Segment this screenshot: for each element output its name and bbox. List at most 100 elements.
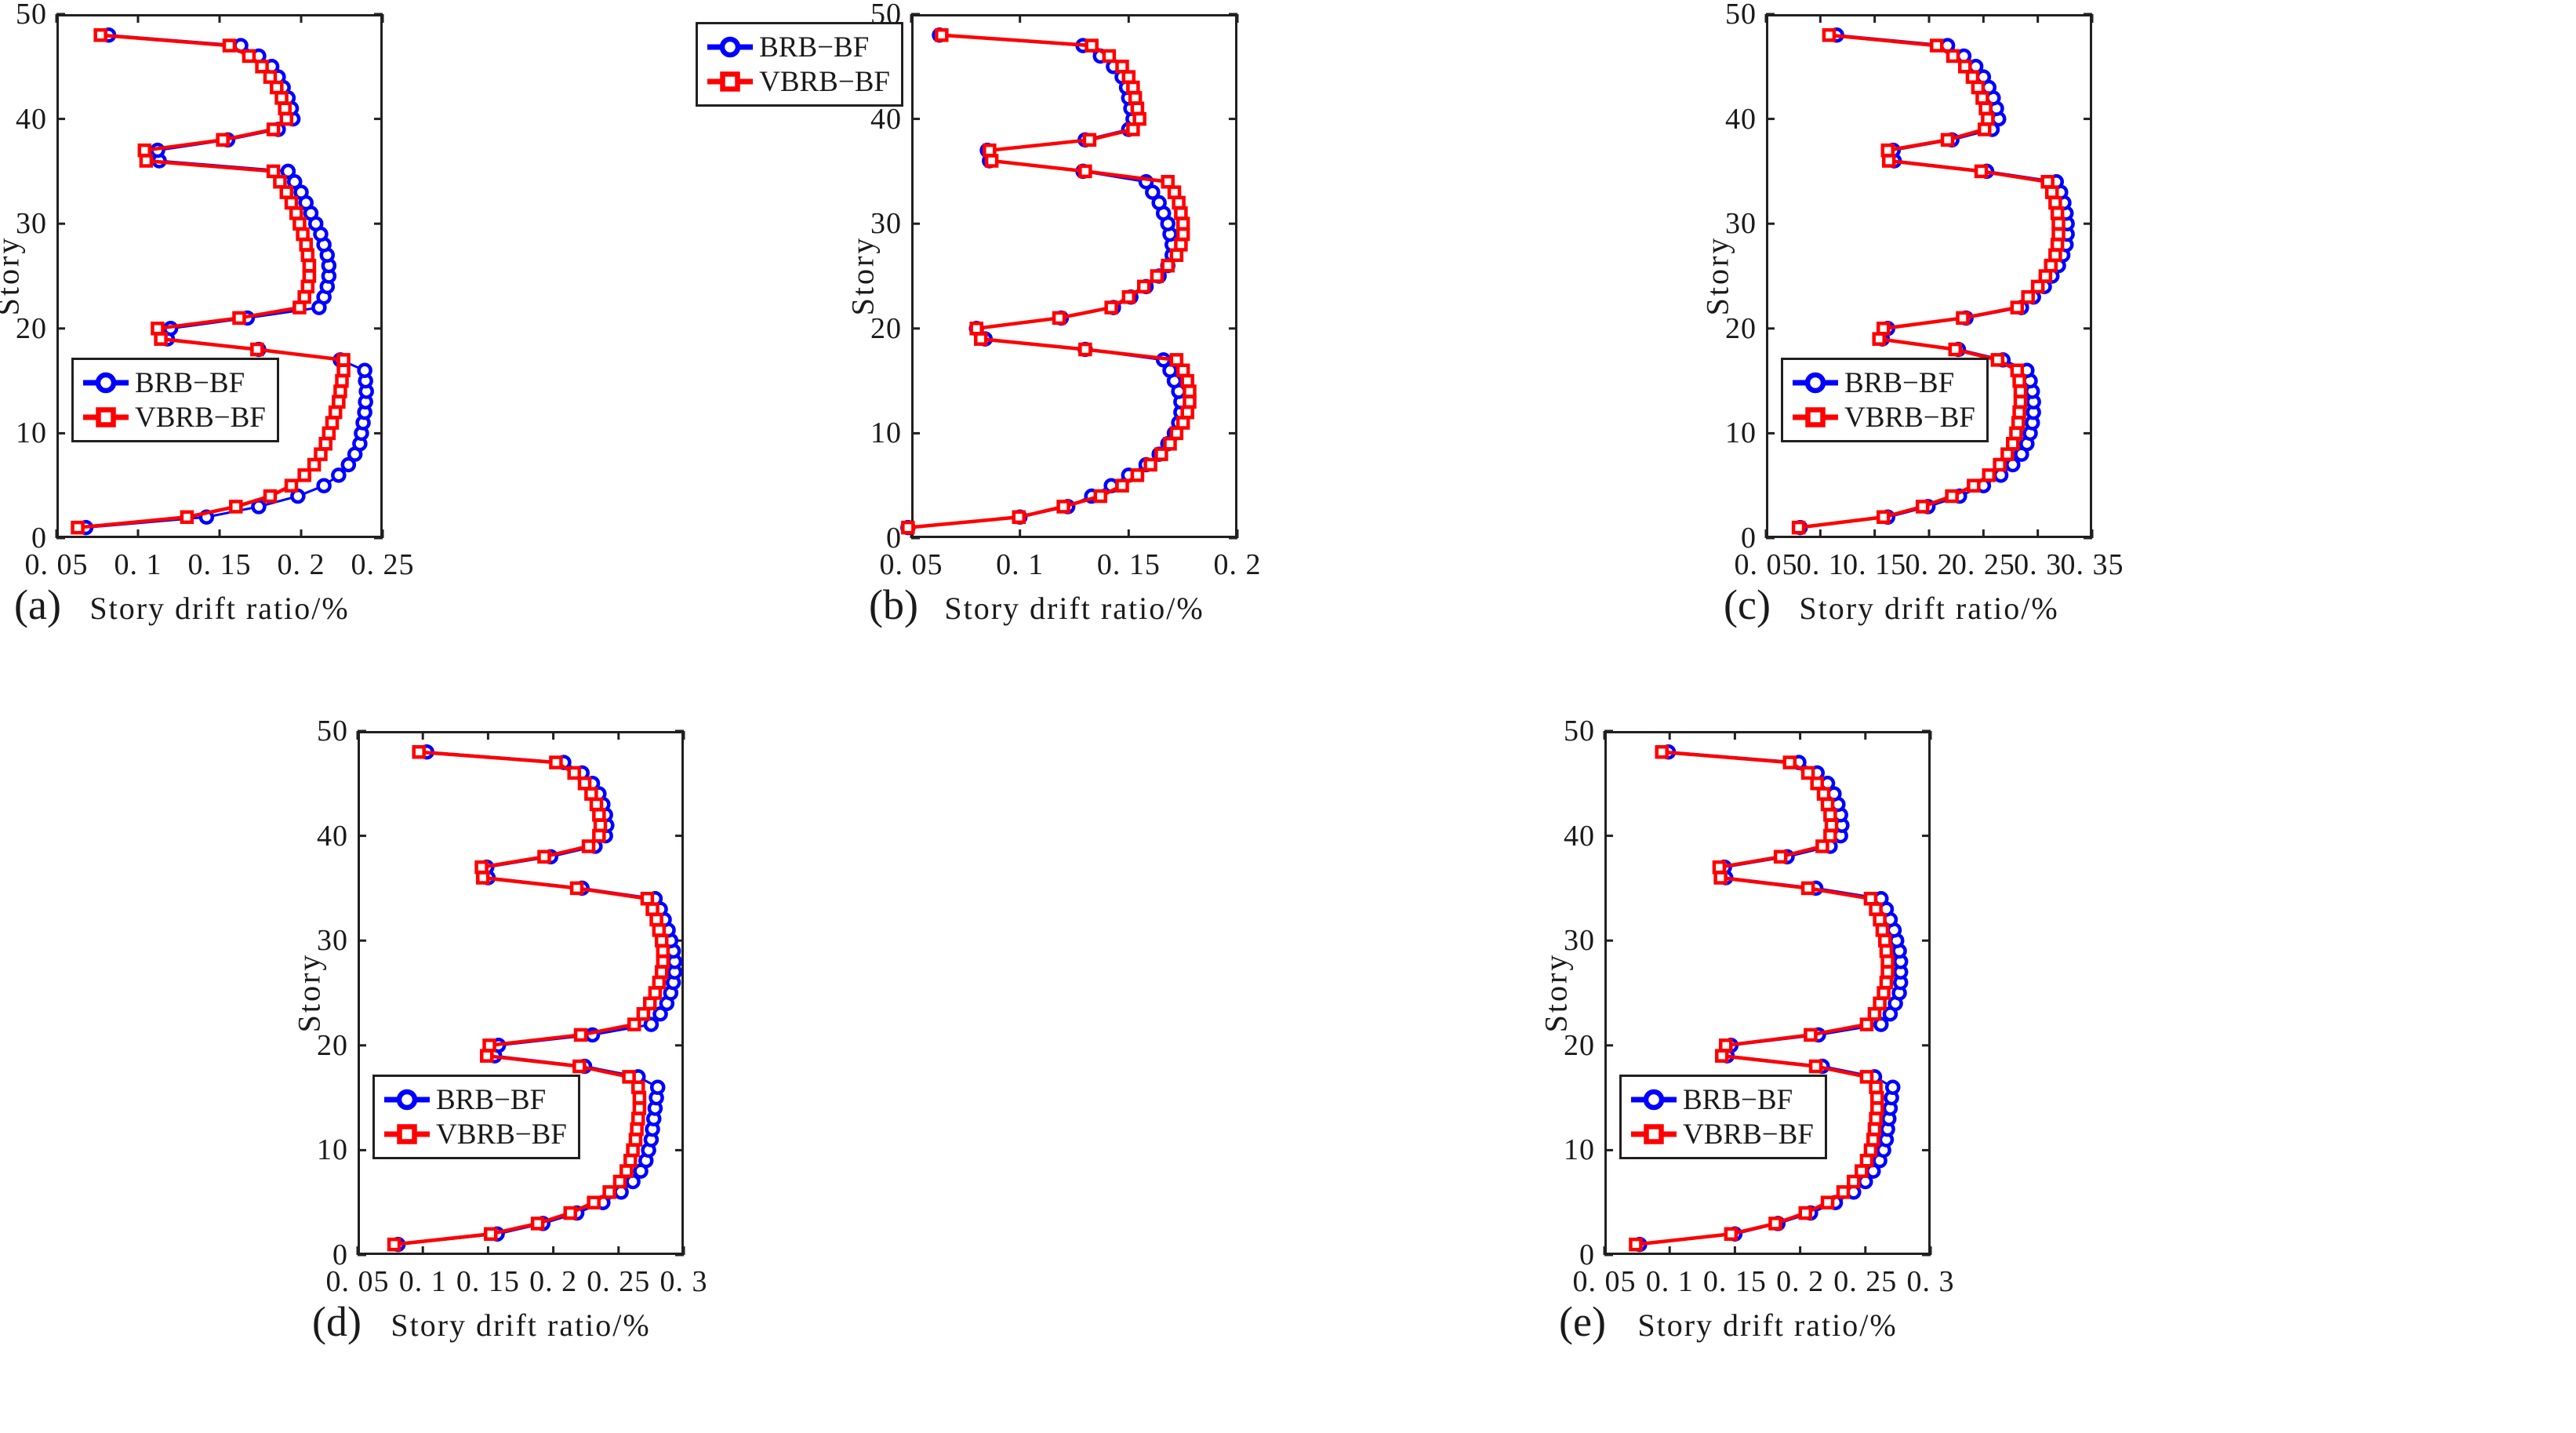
marker-a-vbrb (71, 520, 85, 535)
y-tick-label-a-3: 30 (16, 207, 47, 241)
marker-a-vbrb (292, 300, 307, 315)
marker-a-vbrb (300, 279, 315, 294)
legend-a[interactable]: BRB−BF VBRB−BF (71, 358, 279, 442)
x-tick-label-e-0: 0. 05 (1572, 1265, 1637, 1298)
marker-b-vbrb (1183, 395, 1197, 409)
x-tick-label-c-2: 0. 15 (1843, 548, 1907, 581)
marker-c-vbrb (2051, 216, 2066, 231)
marker-b-vbrb (1078, 342, 1092, 357)
marker-a-brb (340, 456, 357, 473)
legend-item-brb[interactable]: BRB−BF (82, 366, 266, 400)
legend-d[interactable]: BRB−BF VBRB−BF (372, 1075, 580, 1159)
marker-e-vbrb (1863, 1143, 1878, 1158)
marker-d-vbrb (537, 849, 551, 864)
y-tick-label-c-2: 20 (1725, 311, 1757, 345)
marker-e-vbrb (1879, 944, 1894, 958)
legend-marker-square-icon (384, 1124, 430, 1144)
marker-c-vbrb (1958, 60, 1972, 74)
marker-e-vbrb (1629, 1237, 1643, 1252)
series-line-e-1 (1635, 750, 1890, 1246)
marker-a-vbrb (274, 91, 289, 105)
x-tick-label-e-2: 0. 15 (1702, 1265, 1767, 1298)
marker-c-vbrb (1915, 500, 1930, 514)
marker-c-vbrb (2012, 405, 2026, 420)
marker-b-vbrb (1121, 70, 1136, 84)
marker-d-vbrb (648, 986, 663, 1000)
marker-e-vbrb (1866, 1133, 1880, 1147)
marker-e-vbrb (1800, 881, 1815, 896)
legend-e[interactable]: BRB−BF VBRB−BF (1619, 1075, 1827, 1159)
marker-d-vbrb (584, 787, 598, 801)
legend-item-vbrb[interactable]: VBRB−BF (1630, 1117, 1814, 1151)
marker-b-vbrb (1085, 38, 1099, 53)
y-tick-label-b-4: 40 (870, 102, 902, 136)
marker-e-vbrb (1870, 1090, 1884, 1105)
marker-a-vbrb (333, 384, 347, 398)
marker-a-vbrb (307, 457, 322, 472)
legend-b[interactable]: BRB−BF VBRB−BF (696, 22, 903, 107)
marker-b-vbrb (1130, 468, 1145, 482)
y-axis-label-d: Story (291, 952, 327, 1033)
marker-e-vbrb (1847, 1174, 1861, 1189)
marker-e-vbrb (1782, 755, 1797, 769)
y-tick-label-e-3: 30 (1564, 924, 1595, 958)
marker-a-vbrb (180, 510, 194, 525)
legend-item-vbrb[interactable]: VBRB−BF (383, 1117, 567, 1151)
marker-e-vbrb (1870, 1101, 1884, 1115)
marker-c-vbrb (1880, 143, 1895, 158)
legend-item-brb[interactable]: BRB−BF (1791, 366, 1975, 400)
legend-item-vbrb[interactable]: VBRB−BF (1791, 400, 1975, 435)
marker-d-vbrb (587, 1195, 601, 1209)
marker-b-vbrb (1115, 478, 1129, 493)
legend-item-vbrb[interactable]: VBRB−BF (706, 64, 890, 99)
legend-c[interactable]: BRB−BF VBRB−BF (1781, 358, 1989, 442)
x-tick-label-d-2: 0. 15 (456, 1265, 520, 1298)
legend-item-vbrb[interactable]: VBRB−BF (82, 400, 266, 435)
marker-b-vbrb (1169, 248, 1184, 263)
legend-label-brb: BRB−BF (436, 1083, 547, 1116)
marker-c-vbrb (1791, 520, 1806, 535)
marker-c-vbrb (1945, 489, 1959, 504)
x-axis-label-d: Story drift ratio/% (391, 1308, 651, 1343)
marker-d-vbrb (482, 1038, 496, 1053)
marker-b-vbrb (1078, 164, 1092, 179)
panel-label-b: (b) (869, 581, 918, 628)
marker-e-vbrb (1724, 1227, 1739, 1242)
legend-item-brb[interactable]: BRB−BF (1630, 1082, 1814, 1117)
marker-e-vbrb (1820, 797, 1835, 812)
marker-e-vbrb (1823, 828, 1837, 843)
marker-d-vbrb (563, 1206, 577, 1220)
legend-item-brb[interactable]: BRB−BF (706, 30, 890, 64)
panel-label-e: (e) (1559, 1298, 1606, 1345)
marker-e-vbrb (1808, 1059, 1823, 1074)
marker-d-vbrb (619, 1164, 634, 1178)
marker-d-vbrb (567, 766, 581, 780)
x-tick-label-c-3: 0. 2 (1905, 548, 1953, 581)
marker-d-vbrb (593, 818, 608, 832)
marker-c-vbrb (1877, 322, 1891, 336)
marker-c-vbrb (2013, 384, 2028, 398)
marker-b-brb (1151, 195, 1167, 211)
marker-a-vbrb (328, 405, 343, 420)
marker-b-vbrb (935, 27, 949, 42)
marker-a-vbrb (255, 60, 269, 74)
marker-d-vbrb (627, 1017, 641, 1031)
marker-e-vbrb (1869, 1111, 1883, 1126)
legend-label-vbrb: VBRB−BF (135, 401, 266, 434)
y-tick-label-d-0: 0 (332, 1238, 348, 1271)
marker-b-vbrb (1172, 195, 1186, 210)
marker-d-vbrb (479, 1049, 494, 1063)
marker-a-vbrb (266, 164, 281, 179)
legend-item-brb[interactable]: BRB−BF (383, 1082, 567, 1117)
marker-b-vbrb (1132, 111, 1146, 126)
data-layer-a (55, 13, 384, 540)
marker-a-vbrb (279, 111, 294, 126)
marker-c-vbrb (2006, 437, 2020, 451)
marker-e-vbrb (1800, 766, 1815, 780)
marker-b-vbrb (1150, 269, 1164, 283)
marker-a-vbrb (263, 70, 278, 84)
y-axis-label-e: Story (1538, 952, 1574, 1033)
marker-e-vbrb (1712, 860, 1727, 875)
marker-a-vbrb (232, 311, 246, 326)
marker-c-vbrb (2010, 363, 2025, 377)
